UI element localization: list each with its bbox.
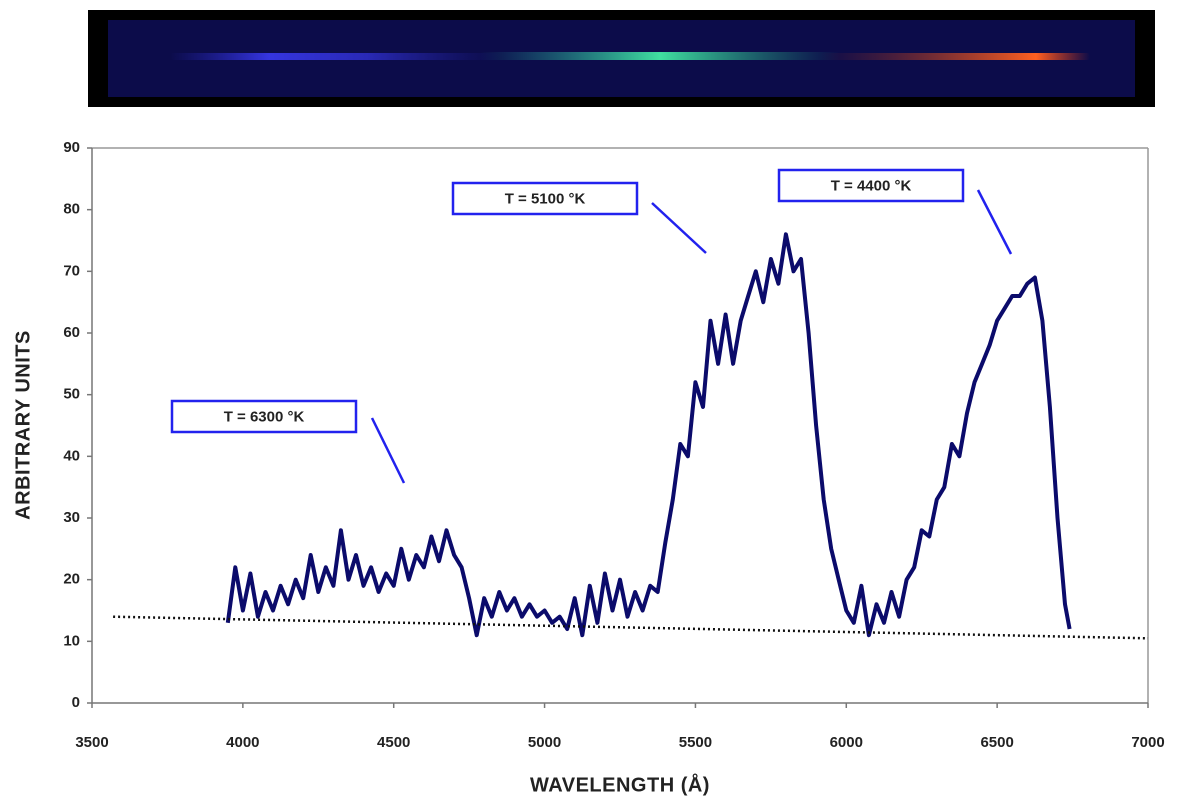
x-tick-label: 4000 (226, 734, 259, 751)
annotation-text: T = 6300 °K (224, 408, 305, 425)
y-tick-label: 0 (72, 694, 80, 711)
x-tick-label: 4500 (377, 734, 410, 751)
y-tick-label: 10 (63, 632, 80, 649)
x-axis-title: WAVELENGTH (Å) (530, 772, 710, 796)
y-tick-label: 90 (63, 139, 80, 156)
x-tick-label: 6500 (980, 734, 1013, 751)
annotation-text: T = 5100 °K (505, 190, 586, 207)
x-tick-label: 6000 (830, 734, 863, 751)
y-tick-label: 30 (63, 509, 80, 526)
spectrum-image (88, 10, 1155, 107)
spectrum-green (480, 52, 840, 60)
annotation-text: T = 4400 °K (831, 177, 912, 194)
y-tick-label: 40 (63, 447, 80, 464)
spectrum-blue (170, 53, 500, 60)
x-tick-label: 7000 (1131, 734, 1164, 751)
y-tick-label: 70 (63, 262, 80, 279)
annotation-pointer (976, 189, 1013, 255)
spectrum-line (225, 232, 1072, 638)
annotation-box (451, 181, 639, 216)
annotation-pointer (370, 417, 406, 484)
y-tick-label: 60 (63, 324, 80, 341)
y-tick-label: 20 (63, 571, 80, 588)
x-tick-label: 5500 (679, 734, 712, 751)
x-tick-label: 5000 (528, 734, 561, 751)
y-tick-label: 80 (63, 201, 80, 218)
y-tick-label: 50 (63, 386, 80, 403)
annotation-pointer (651, 202, 707, 254)
spectrum-red (820, 53, 1090, 60)
x-tick-label: 3500 (75, 734, 108, 751)
y-axis-title: ARBITRARY UNITS (12, 330, 34, 520)
annotation-box (777, 168, 965, 203)
baseline (113, 615, 1149, 640)
annotation-box (170, 399, 358, 434)
